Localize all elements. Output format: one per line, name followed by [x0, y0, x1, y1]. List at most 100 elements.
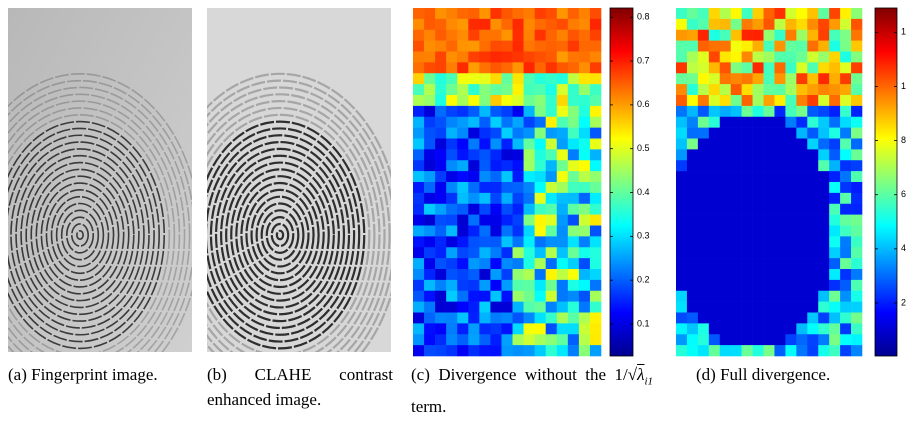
heat-cell [457, 323, 468, 334]
heat-cell [490, 323, 501, 334]
heat-cell [490, 149, 501, 160]
heat-cell [435, 226, 446, 237]
heat-cell [479, 149, 490, 160]
heat-cell [557, 269, 568, 280]
heat-cell [590, 215, 601, 226]
heat-cell [753, 182, 764, 193]
heat-cell [579, 30, 590, 41]
heat-cell [709, 226, 720, 237]
heat-cell [774, 193, 785, 204]
heat-cell [840, 84, 851, 95]
heat-cell [568, 160, 579, 171]
heat-cell [568, 345, 579, 356]
heat-cell [468, 84, 479, 95]
heat-cell [579, 291, 590, 302]
heat-cell [568, 334, 579, 345]
heat-cell [535, 334, 546, 345]
heat-cell [490, 106, 501, 117]
heat-cell [753, 302, 764, 313]
heat-cell [796, 73, 807, 84]
heat-cell [457, 226, 468, 237]
heat-cell [731, 30, 742, 41]
heat-cell [731, 41, 742, 52]
heat-cell [524, 291, 535, 302]
heat-cell [535, 95, 546, 106]
heat-cell [546, 236, 557, 247]
heat-cell [818, 19, 829, 30]
heat-cell [676, 182, 687, 193]
heat-cell [590, 73, 601, 84]
heat-cell [807, 291, 818, 302]
heat-cell [535, 8, 546, 19]
heat-cell [753, 160, 764, 171]
heat-cell [413, 313, 424, 324]
heat-cell [446, 204, 457, 215]
heat-cell [851, 215, 862, 226]
heat-cell [446, 302, 457, 313]
heat-cell [501, 84, 512, 95]
heat-cell [764, 128, 775, 139]
heat-cell [579, 204, 590, 215]
heat-cell [557, 258, 568, 269]
heat-cell [753, 193, 764, 204]
heat-cell [753, 19, 764, 30]
heat-cell [413, 182, 424, 193]
heat-cell [851, 258, 862, 269]
heat-cell [818, 117, 829, 128]
heat-cell [807, 8, 818, 19]
heat-cell [742, 160, 753, 171]
heat-cell [829, 269, 840, 280]
heat-cell [687, 236, 698, 247]
heat-cell [490, 291, 501, 302]
heat-cell [568, 84, 579, 95]
heat-cell [524, 41, 535, 52]
heat-cell [468, 171, 479, 182]
heat-cell [676, 334, 687, 345]
heat-cell [829, 204, 840, 215]
heat-cell [513, 226, 524, 237]
heat-cell [457, 215, 468, 226]
heat-cell [764, 193, 775, 204]
heat-cell [720, 313, 731, 324]
heat-cell [851, 269, 862, 280]
tick-label: 0.4 [637, 187, 650, 197]
heat-cell [753, 84, 764, 95]
heat-cell [840, 280, 851, 291]
heat-cell [731, 280, 742, 291]
heat-cell [524, 226, 535, 237]
heat-cell [557, 95, 568, 106]
heat-cell [557, 30, 568, 41]
heat-cell [490, 215, 501, 226]
heat-cell [535, 269, 546, 280]
heat-cell [590, 193, 601, 204]
heat-cell [557, 160, 568, 171]
heat-cell [524, 258, 535, 269]
heat-cell [468, 204, 479, 215]
heat-cell [468, 334, 479, 345]
heat-cell [818, 182, 829, 193]
heat-cell [764, 41, 775, 52]
heat-cell [774, 258, 785, 269]
heat-cell [764, 149, 775, 160]
heat-cell [796, 345, 807, 356]
heat-cell [796, 84, 807, 95]
heat-cell [796, 258, 807, 269]
heat-cell [764, 291, 775, 302]
heat-cell [413, 302, 424, 313]
heat-cell [446, 313, 457, 324]
heat-cell [774, 139, 785, 150]
heat-cell [424, 106, 435, 117]
heat-cell [709, 160, 720, 171]
colorbar [610, 8, 633, 356]
heat-cell [731, 160, 742, 171]
caption: (a) Fingerprint image. [8, 362, 194, 387]
heat-cell [413, 149, 424, 160]
heat-cell [829, 345, 840, 356]
heat-cell [731, 193, 742, 204]
heat-cell [676, 128, 687, 139]
heat-cell [796, 106, 807, 117]
heat-cell [446, 215, 457, 226]
heat-cell [479, 291, 490, 302]
heat-cell [413, 19, 424, 30]
heat-cell [731, 73, 742, 84]
